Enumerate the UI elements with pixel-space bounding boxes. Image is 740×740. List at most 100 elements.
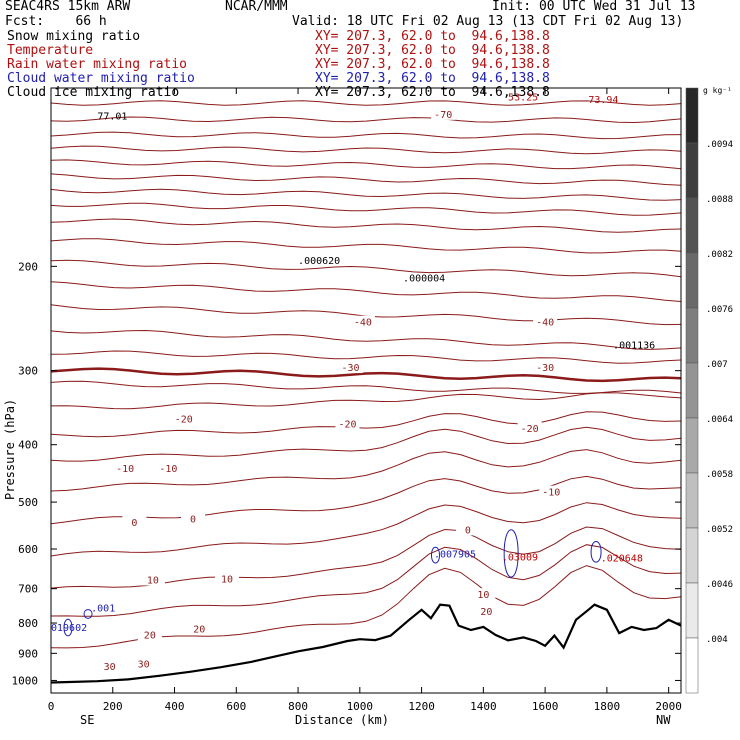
colorbar-label: .0088 [706, 195, 733, 205]
temperature-contour-label: -10 [542, 488, 560, 499]
colorbar-label: .004 [706, 635, 728, 645]
contour-label-bg [335, 417, 360, 430]
contour-label-bg [471, 588, 496, 601]
contour-label-bg [181, 512, 206, 525]
temperature-contour-label: 10 [147, 575, 159, 586]
temperature-contour-label: -30 [536, 363, 554, 374]
isotherm-line [50, 411, 682, 438]
field-snow-xy: XY= 207.3, 62.0 to 94.6,138.8 [315, 29, 550, 44]
colorbar: .0094 .0088 .0082 .0076 .007 .0064 .0058 .0052.… [685, 87, 733, 694]
extrema-label: .020648 [601, 554, 643, 565]
colorbar-label: .0058 [706, 470, 733, 480]
temperature-contour-label: -30 [342, 363, 360, 374]
field-cloud-water: Cloud water mixing ratio [7, 71, 195, 86]
colorbar-label: .0094 [706, 140, 733, 150]
isotherm-line [50, 392, 682, 410]
contour-label-bg [431, 107, 456, 120]
x-tick-label: 400 [165, 700, 185, 713]
x-tick-label: 1400 [470, 700, 497, 713]
colorbar-cell [685, 197, 699, 254]
y-tick-label: 500 [18, 496, 38, 509]
isotherm-line [50, 188, 682, 201]
contour-label-bg [455, 523, 480, 536]
extrema-label: 73.94 [588, 95, 618, 106]
isotherm-line [50, 100, 682, 106]
contour-label-bg [131, 657, 156, 670]
center-label: NCAR/MMM [225, 0, 288, 14]
colorbar-cell [685, 417, 699, 474]
isotherm-line [50, 350, 682, 364]
colorbar-label: .0076 [706, 305, 733, 315]
x-tick-label: 2000 [655, 700, 682, 713]
extrema-label: .001 [91, 604, 115, 615]
isotherm-line [50, 202, 682, 216]
x-tick-label: 1800 [594, 700, 621, 713]
field-snow: Snow mixing ratio [7, 29, 141, 44]
y-tick-label: 700 [18, 583, 38, 596]
isotherm-line [50, 259, 682, 278]
temperature-contour-label: 20 [144, 631, 156, 642]
colorbar-cell [685, 527, 699, 584]
x-end-label-right: NW [656, 713, 671, 727]
isotherm-line [50, 329, 682, 350]
temperature-contour-label: -20 [338, 420, 356, 431]
contour-label-bg [122, 515, 147, 528]
cloud-water-contour [63, 618, 73, 637]
temperature-contour-label: -20 [521, 424, 539, 435]
temperature-contour-label: 30 [104, 662, 116, 673]
cloud-water-contour [83, 609, 93, 619]
isotherm-line [50, 502, 682, 557]
x-tick-label: 1200 [408, 700, 435, 713]
x-tick-label: 1600 [532, 700, 559, 713]
y-tick-label: 900 [18, 647, 38, 660]
contour-label-bg [97, 660, 122, 673]
colorbar-cell [685, 142, 699, 199]
x-axis-label: Distance (km) [295, 713, 389, 727]
contour-label-bg [539, 485, 564, 498]
contour-label-bg [474, 605, 499, 618]
temperature-contour-label: -40 [354, 318, 372, 329]
field-temperature-xy: XY= 207.3, 62.0 to 94.6,138.8 [315, 43, 550, 58]
x-tick-label: 1000 [347, 700, 374, 713]
isotherm-line [50, 544, 682, 617]
model-title: SEAC4RS 15km ARW [5, 0, 131, 14]
valid-time: Valid: 18 UTC Fri 02 Aug 13 (13 CDT Fri … [292, 14, 684, 29]
colorbar-cell [685, 582, 699, 639]
isotherm-line [50, 116, 682, 124]
cloud-water-contour [503, 529, 519, 578]
field-cloud-ice: Cloud ice mixing ratio [7, 85, 180, 100]
isotherm-line [50, 449, 682, 492]
colorbar-label: .007 [706, 360, 728, 370]
cloud-water-contours [63, 529, 602, 637]
extrema-label: 53.25 [508, 93, 538, 104]
contour-label-bg [187, 622, 212, 635]
extrema-label: .007905 [434, 549, 476, 560]
colorbar-cell [685, 87, 699, 144]
temperature-contour-label: 30 [138, 660, 150, 671]
forecast-hour: Fcst: 66 h [5, 14, 107, 29]
isotherm-line [50, 475, 682, 525]
isotherm-line [50, 380, 682, 394]
contour-label-bg [338, 361, 363, 374]
contour-label-bg [350, 315, 375, 328]
extrema-label: .000620 [298, 256, 340, 267]
y-tick-label: 600 [18, 543, 38, 556]
y-tick-label: 400 [18, 439, 38, 452]
extrema-label: 77.01 [97, 111, 127, 122]
isotherm-line [50, 173, 682, 186]
isotherm-line [50, 131, 682, 140]
temperature-contour-label: 20 [480, 607, 492, 618]
contour-label-bg [137, 628, 162, 641]
isotherm-line [50, 426, 682, 462]
temperature-contour-label: 0 [190, 515, 196, 526]
colorbar-label: .0046 [706, 580, 733, 590]
contour-label-bg [517, 421, 542, 434]
x-tick-label: 800 [288, 700, 308, 713]
y-tick-label: 300 [18, 365, 38, 378]
temperature-contour-label: -40 [536, 318, 554, 329]
contour-labels: -70 -40 -40 -30 -30 -20 -20 -20 -10 -10 -10 0 0 0 10 10… [51, 93, 655, 674]
colorbar-label: .0064 [706, 415, 733, 425]
cloud-water-contour [430, 546, 440, 564]
init-time: Init: 00 UTC Wed 31 Jul 13 [492, 0, 696, 14]
